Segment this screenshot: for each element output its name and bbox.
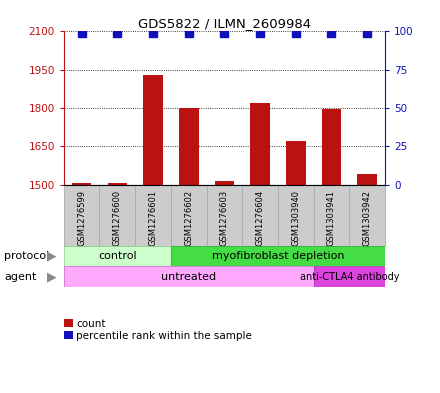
Bar	[250, 103, 270, 185]
FancyBboxPatch shape	[99, 185, 135, 246]
Text: GSM1303942: GSM1303942	[363, 189, 372, 246]
Text: GSM1276599: GSM1276599	[77, 189, 86, 246]
Point	[221, 30, 228, 36]
Bar	[72, 183, 92, 185]
Text: GSM1303941: GSM1303941	[327, 189, 336, 246]
FancyBboxPatch shape	[278, 185, 314, 246]
Text: GSM1276604: GSM1276604	[256, 189, 264, 246]
Bar	[286, 141, 306, 185]
Point	[185, 30, 192, 36]
FancyBboxPatch shape	[206, 185, 242, 246]
Point	[78, 30, 85, 36]
Text: count: count	[76, 319, 106, 329]
Text: GSM1276600: GSM1276600	[113, 189, 122, 246]
Point	[363, 30, 370, 36]
Bar	[143, 75, 163, 185]
Text: ▶: ▶	[47, 270, 57, 283]
Text: protocol: protocol	[4, 251, 50, 261]
Point	[257, 30, 264, 36]
FancyBboxPatch shape	[242, 185, 278, 246]
Text: agent: agent	[4, 272, 37, 282]
FancyBboxPatch shape	[135, 185, 171, 246]
Point	[114, 30, 121, 36]
FancyBboxPatch shape	[64, 185, 99, 246]
FancyBboxPatch shape	[314, 266, 385, 287]
Text: anti-CTLA4 antibody: anti-CTLA4 antibody	[300, 272, 399, 282]
Text: ▶: ▶	[47, 250, 57, 263]
FancyBboxPatch shape	[314, 185, 349, 246]
Point	[150, 30, 157, 36]
FancyBboxPatch shape	[171, 246, 385, 266]
FancyBboxPatch shape	[64, 266, 314, 287]
Text: untreated: untreated	[161, 272, 216, 282]
Text: myofibroblast depletion: myofibroblast depletion	[212, 251, 344, 261]
Text: control: control	[98, 251, 137, 261]
Bar	[107, 183, 127, 185]
FancyBboxPatch shape	[171, 185, 206, 246]
Bar	[322, 109, 341, 185]
Text: GSM1276601: GSM1276601	[149, 189, 158, 246]
Title: GDS5822 / ILMN_2609984: GDS5822 / ILMN_2609984	[138, 17, 311, 30]
Text: GSM1276602: GSM1276602	[184, 189, 193, 246]
Bar	[179, 108, 198, 185]
Bar	[215, 181, 234, 185]
Text: GSM1276603: GSM1276603	[220, 189, 229, 246]
FancyBboxPatch shape	[64, 246, 171, 266]
Bar	[357, 174, 377, 185]
FancyBboxPatch shape	[349, 185, 385, 246]
Text: percentile rank within the sample: percentile rank within the sample	[76, 331, 252, 341]
Text: GSM1303940: GSM1303940	[291, 189, 300, 246]
Point	[328, 30, 335, 36]
Point	[292, 30, 299, 36]
